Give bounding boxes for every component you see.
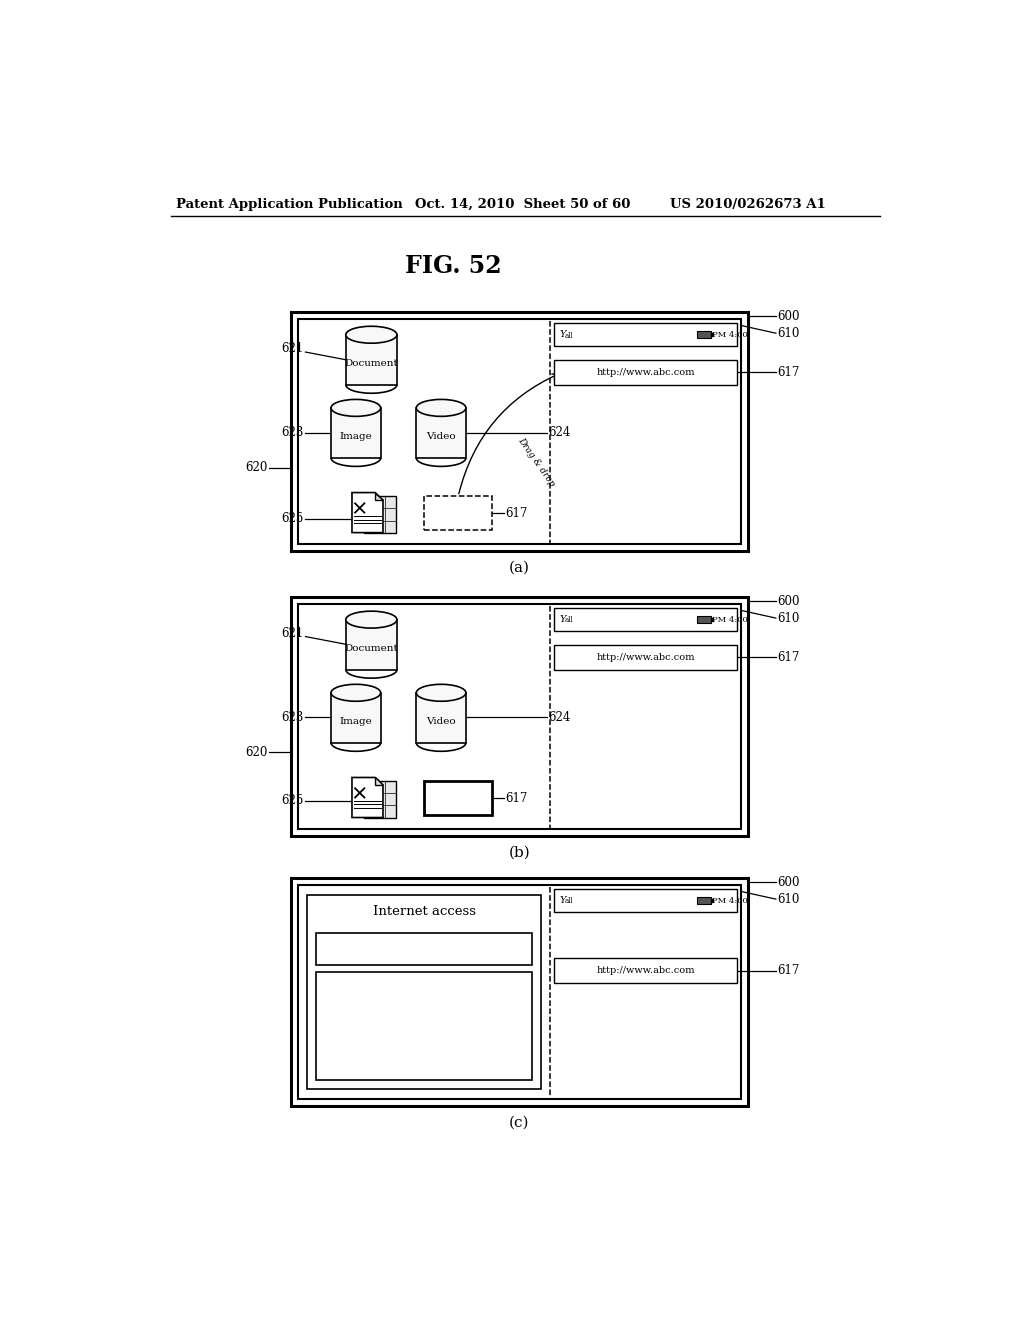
Text: 617: 617 [777,651,800,664]
Ellipse shape [331,684,381,701]
Polygon shape [346,619,397,669]
Bar [554,645,737,669]
Polygon shape [346,335,397,385]
Text: Video: Video [426,717,456,726]
Bar [291,878,748,1106]
Text: (a): (a) [509,561,529,576]
Bar [364,781,396,817]
Bar [291,597,748,836]
Bar [554,323,737,346]
Ellipse shape [346,326,397,343]
Text: Image: Image [340,717,373,726]
Text: abc Home Page: abc Home Page [372,942,476,956]
Text: 617: 617 [777,366,800,379]
Text: FIG. 52: FIG. 52 [406,255,502,279]
Text: 610: 610 [777,892,800,906]
Polygon shape [352,492,383,533]
Text: Document: Document [344,644,398,652]
Bar [554,609,737,631]
Bar [316,933,531,965]
Text: Oct. 14, 2010  Sheet 50 of 60: Oct. 14, 2010 Sheet 50 of 60 [415,198,630,211]
Text: all: all [564,331,572,339]
Bar [711,899,713,903]
Text: 625: 625 [282,795,304,807]
Text: address: address [436,799,480,808]
Bar [364,496,396,533]
Bar [711,618,713,622]
Text: Document: Document [344,359,398,368]
Bar [291,313,748,552]
Text: all: all [564,616,572,624]
Bar [554,958,737,983]
Text: (b): (b) [509,846,530,859]
Bar [316,972,531,1080]
Text: Drag & drop: Drag & drop [516,436,557,488]
Polygon shape [331,408,381,458]
Polygon shape [375,492,383,500]
Text: 610: 610 [777,611,800,624]
Bar [711,333,713,337]
Text: (c): (c) [509,1115,529,1130]
Bar [424,781,493,816]
Text: PM 4:00: PM 4:00 [713,615,749,623]
Polygon shape [331,693,381,743]
Bar [697,616,711,623]
Bar [298,605,741,829]
Bar [298,319,741,544]
Text: 623: 623 [282,426,304,440]
Text: 621: 621 [282,627,304,640]
Polygon shape [417,408,466,458]
Text: Internet access: Internet access [373,906,475,917]
Text: Webpage: Webpage [432,789,484,799]
Text: 'abc' Homepage.: 'abc' Homepage. [366,1020,483,1034]
Text: PM 4:00: PM 4:00 [713,331,749,339]
Text: http://www.abc.com: http://www.abc.com [596,368,695,378]
Text: 624: 624 [548,426,570,440]
Text: PM 4:00: PM 4:00 [713,896,749,904]
Text: 600: 600 [777,875,800,888]
Text: Y: Y [560,330,566,339]
Text: 621: 621 [282,342,304,355]
Ellipse shape [417,684,466,701]
Bar [697,331,711,338]
Text: Y: Y [560,896,566,906]
Ellipse shape [346,611,397,628]
Bar [307,895,541,1089]
Text: 624: 624 [548,711,570,723]
Bar [554,890,737,912]
Text: 610: 610 [777,326,800,339]
Bar [424,496,493,531]
Polygon shape [417,693,466,743]
Ellipse shape [331,400,381,416]
Bar [554,360,737,385]
Text: Welcome to: Welcome to [383,1003,465,1016]
Bar [298,886,741,1098]
Text: 617: 617 [777,964,800,977]
Text: 617: 617 [506,507,527,520]
Text: 625: 625 [282,512,304,525]
Text: 617: 617 [506,792,527,805]
Bar [697,898,711,904]
Text: 623: 623 [282,711,304,723]
Polygon shape [352,777,383,817]
Text: 600: 600 [777,594,800,607]
Text: 620: 620 [245,461,267,474]
Text: US 2010/0262673 A1: US 2010/0262673 A1 [671,198,826,211]
Polygon shape [375,777,383,785]
Text: http://www.abc.com: http://www.abc.com [596,966,695,975]
Text: all: all [564,898,572,906]
Text: Image: Image [340,432,373,441]
Text: 620: 620 [245,746,267,759]
Text: Video: Video [426,432,456,441]
Ellipse shape [417,400,466,416]
Text: 600: 600 [777,310,800,323]
Text: Webpage: Webpage [432,504,484,513]
Text: address: address [436,515,480,523]
Text: Y: Y [560,615,566,624]
Text: Patent Application Publication: Patent Application Publication [176,198,402,211]
Text: http://www.abc.com: http://www.abc.com [596,653,695,661]
